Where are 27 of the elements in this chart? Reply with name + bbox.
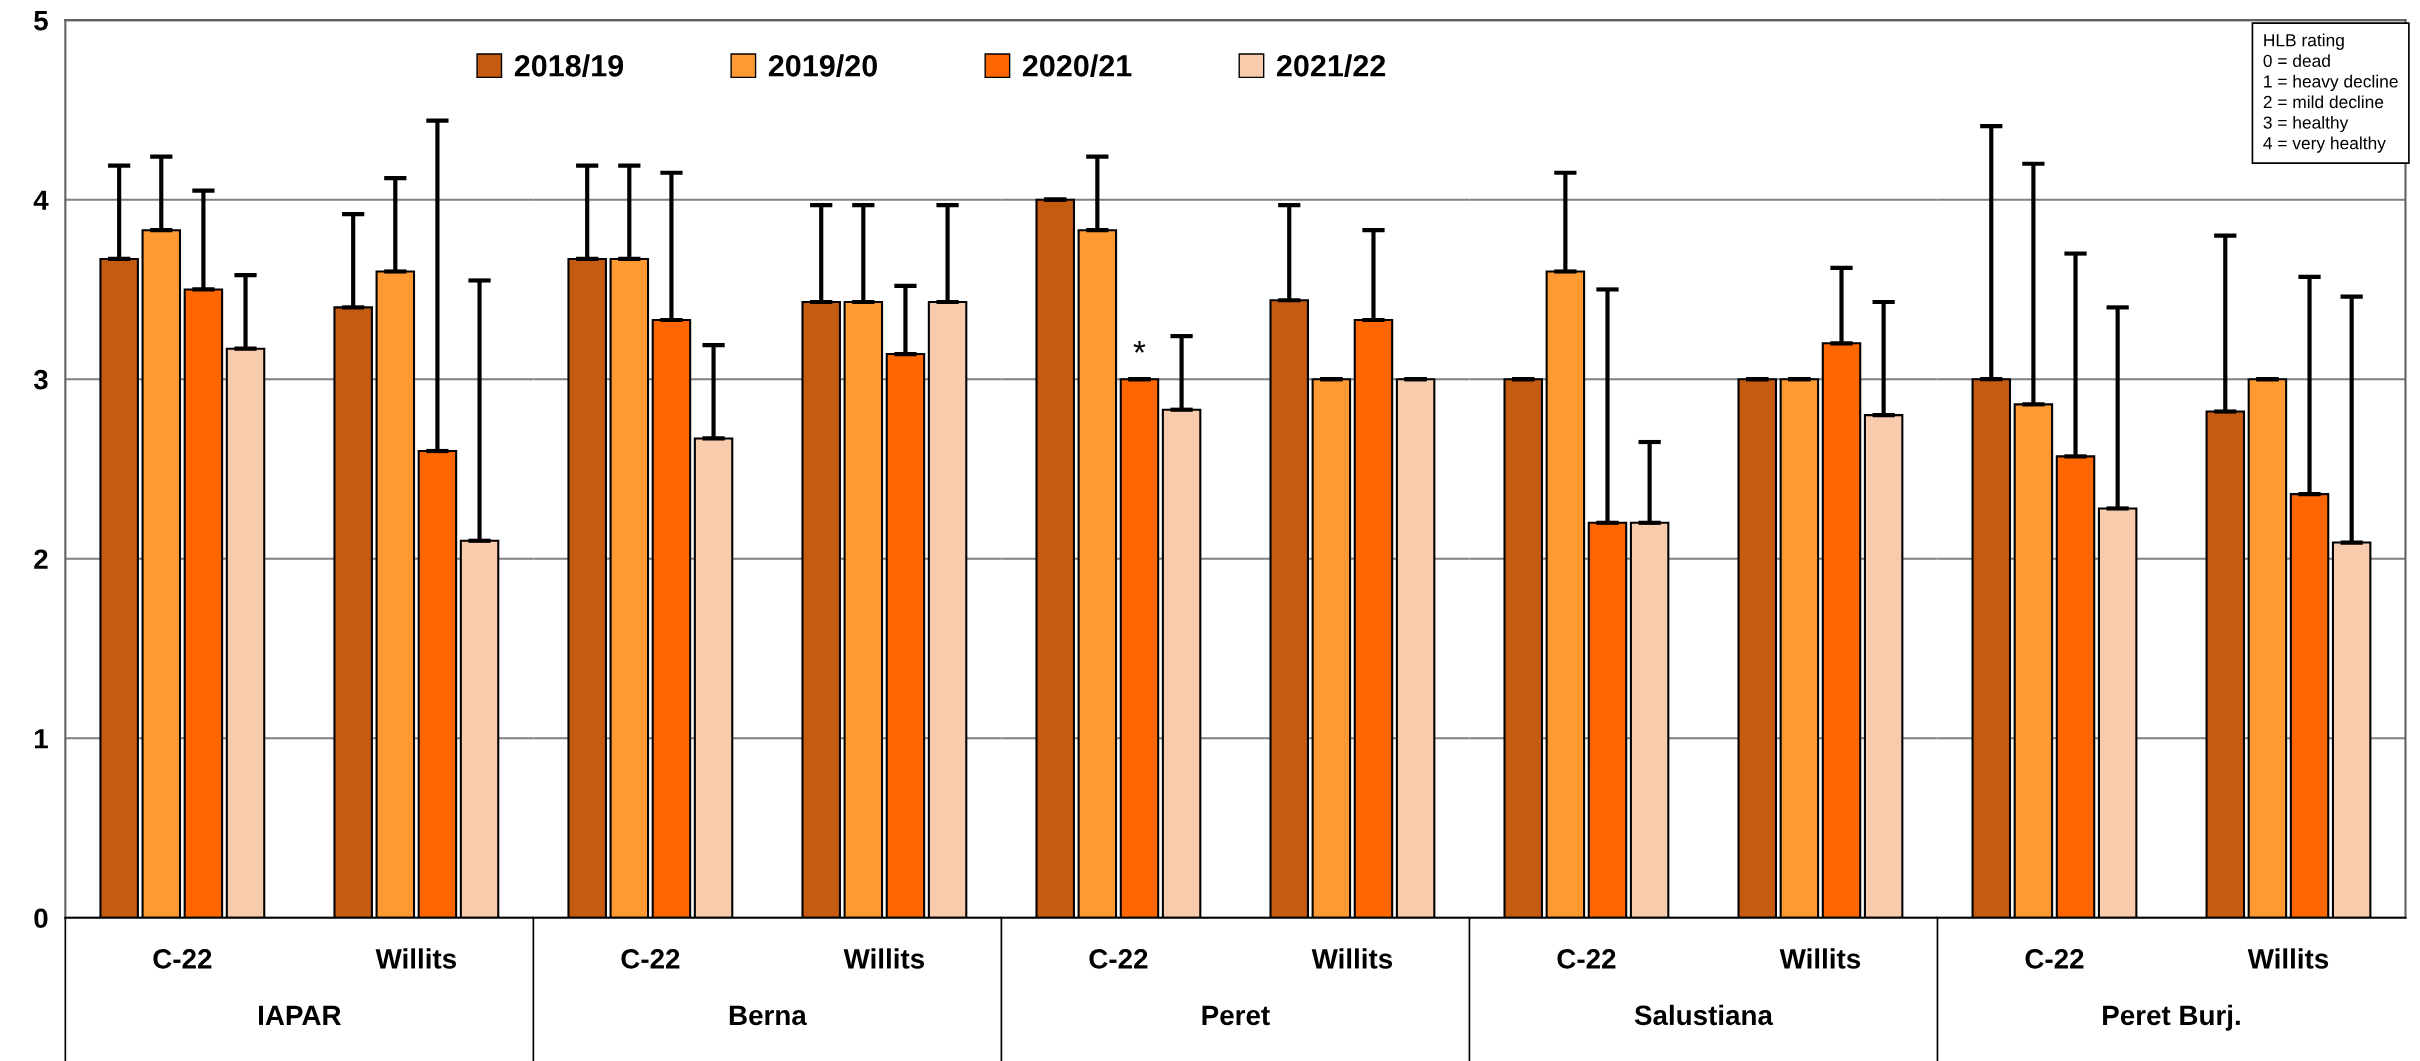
- x-tick-label: C-22: [1557, 949, 1616, 969]
- x-axis-title: Salustiana: [1634, 1004, 1774, 1026]
- legend-label: 2020/21: [1022, 54, 1132, 77]
- x-tick-label: Willits: [1779, 948, 1861, 969]
- y-tick-label: 4: [33, 190, 49, 210]
- y-tick-label: 0: [34, 908, 48, 929]
- x-tick-label: C-22: [621, 949, 680, 969]
- legend-label: 2019/20: [768, 54, 877, 77]
- x-axis-title: Peret: [1202, 1005, 1270, 1026]
- y-tick-label: 2: [34, 549, 48, 569]
- x-axis-title: Peret Burj.: [2103, 1004, 2240, 1031]
- x-tick-label: C-22: [153, 949, 212, 969]
- x-tick-label: Willits: [843, 948, 925, 969]
- legend-label: 2021/22: [1276, 54, 1386, 77]
- x-tick-label: Willits: [2247, 948, 2329, 969]
- x-tick-label: Willits: [1311, 948, 1393, 969]
- x-tick-label: Willits: [375, 948, 456, 969]
- x-axis-title: Berna: [729, 1005, 807, 1026]
- y-tick-label: 5: [34, 11, 48, 31]
- x-tick-label: C-22: [1089, 949, 1148, 969]
- y-tick-label: 3: [33, 369, 48, 390]
- annotation: HLB rating 0 = dead 1 = heavy decline 2 = mild decline 3 = healthy 4 = very healthy: [2263, 33, 2398, 153]
- annotation: *: [1133, 341, 1146, 353]
- x-axis-title: IAPAR: [259, 1005, 341, 1025]
- legend-label: 2018/19: [514, 54, 624, 77]
- x-tick-label: C-22: [2025, 949, 2084, 969]
- y-tick-label: 1: [34, 729, 48, 749]
